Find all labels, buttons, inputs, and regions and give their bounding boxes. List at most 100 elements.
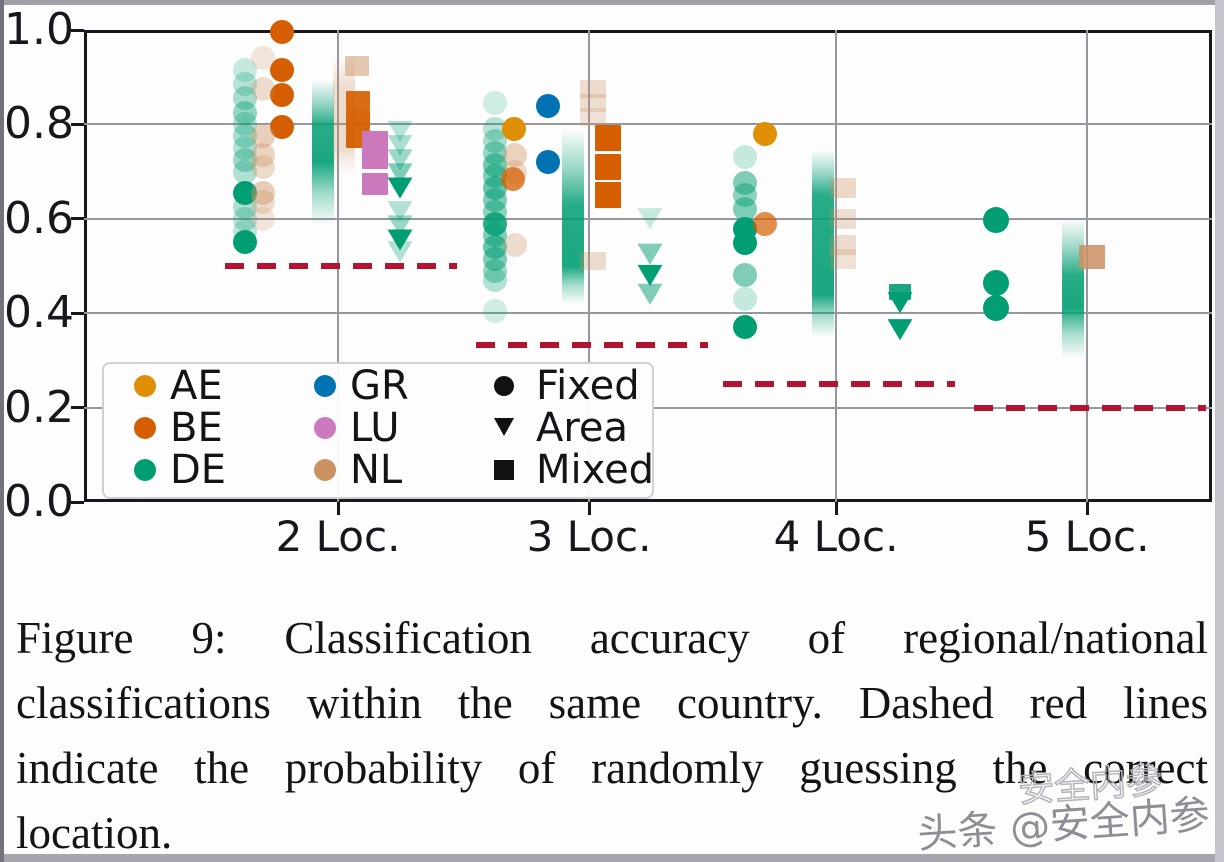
legend-marker-triangle-icon: [494, 418, 514, 436]
data-point-DE-fixed: [233, 100, 257, 125]
overplotted-band-DE: [1062, 218, 1084, 359]
data-point-DE-fixed: [483, 91, 507, 116]
caption-line: indicate the probability of randomly gue…: [16, 743, 1208, 793]
y-tick-mark: [71, 217, 84, 221]
data-point-NL-mixed: [345, 55, 369, 76]
x-tick-mark: [587, 502, 591, 515]
data-point-NL-fixed: [251, 206, 275, 231]
chance-line: [225, 263, 457, 269]
x-tick-mark: [834, 502, 838, 515]
data-point-NL-mixed: [830, 208, 856, 229]
data-point-DE-fixed: [733, 287, 757, 312]
data-point-NL-mixed: [1079, 244, 1105, 269]
scan-edge-bottom: [0, 854, 1224, 862]
data-point-BE-mixed: [595, 125, 621, 152]
y-tick-label: 0.8: [4, 98, 74, 150]
data-point-DE-fixed: [483, 268, 507, 293]
data-point-NL-mixed: [830, 178, 856, 199]
data-point-NL-fixed: [251, 180, 275, 205]
chance-line: [974, 404, 1206, 411]
data-point-AE-fixed: [753, 121, 777, 146]
data-point-GR-fixed: [536, 150, 560, 175]
data-point-DE-fixed: [483, 187, 507, 212]
data-point-BE-mixed: [346, 91, 370, 111]
y-gridline: [84, 217, 1212, 220]
legend-label-GR: GR: [350, 363, 409, 409]
overplotted-band-DE: [312, 79, 334, 226]
y-tick-label: 0.0: [4, 476, 74, 527]
data-point-DE-fixed: [233, 58, 257, 83]
legend-swatch-AE: [134, 375, 156, 397]
data-point-DE-fixed: [233, 159, 257, 184]
data-point-DE-fixed: [233, 136, 257, 160]
data-point-LU-mixed: [362, 130, 388, 169]
data-point-BE-fixed: [270, 20, 294, 45]
data-point-NL-fixed: [251, 143, 275, 168]
data-point-NL-mixed: [580, 108, 606, 127]
data-point-DE-fixed: [233, 112, 257, 137]
data-point-DE-fixed: [233, 195, 257, 219]
y-tick-label: 0.6: [4, 192, 74, 244]
legend-label-fixed: Fixed: [536, 363, 640, 409]
legend-swatch-DE: [134, 459, 156, 481]
data-point-NL-mixed: [580, 94, 606, 113]
y-tick-label: 1.0: [4, 4, 74, 55]
y-tick-mark: [71, 122, 84, 126]
caption-line: classifications within the same country.…: [16, 678, 1208, 728]
legend-swatch-GR: [314, 375, 336, 397]
legend-label-BE: BE: [170, 405, 223, 451]
data-point-NL-fixed: [251, 190, 275, 215]
watermark: 安全内参 头条 @安全内参: [916, 759, 1211, 858]
data-point-BE-fixed: [270, 58, 294, 83]
legend-label-NL: NL: [350, 447, 403, 493]
data-point-DE-fixed: [483, 258, 507, 283]
y-tick-mark: [71, 28, 84, 32]
x-gridline: [588, 30, 590, 502]
scan-edge-top: [0, 0, 1224, 5]
legend-swatch-NL: [314, 459, 336, 481]
x-tick-label: 2 Loc.: [275, 512, 401, 561]
y-tick-mark: [71, 500, 84, 504]
x-gridline: [835, 30, 837, 502]
data-point-DE-fixed: [233, 72, 257, 97]
y-tick-label: 0.2: [4, 381, 74, 433]
data-point-NL-fixed: [503, 232, 527, 257]
x-tick-label: 3 Loc.: [526, 512, 652, 561]
accuracy-scatter-chart: 1.0 0.8 0.6 0.4 0.2 0.0 2 Loc. 3 Loc. 4 Loc. 5 Lo…: [4, 4, 1212, 561]
data-point-DE-fixed: [733, 145, 757, 170]
data-point-DE-fixed: [233, 86, 257, 111]
data-point-BE-fixed: [501, 166, 525, 191]
legend-swatch-LU: [314, 417, 336, 439]
data-point-BE-mixed: [595, 182, 621, 209]
data-point-DE-fixed: [233, 180, 257, 205]
data-point-NL-mixed: [830, 234, 856, 255]
x-tick-mark: [336, 502, 340, 515]
data-point-LU-mixed: [362, 172, 388, 195]
legend-swatch-BE: [134, 417, 156, 439]
data-point-DE-fixed: [233, 229, 257, 254]
data-point-DE-fixed: [733, 263, 757, 288]
legend: AE BE DE GR LU NL Fixed Area Mixed: [102, 362, 654, 499]
legend-label-mixed: Mixed: [536, 447, 655, 493]
data-point-NL-fixed: [251, 77, 275, 101]
y-tick-mark: [71, 311, 84, 315]
data-point-DE-fixed: [233, 124, 257, 149]
data-point-DE-fixed: [733, 171, 757, 196]
watermark-text: 头条 @安全内参: [916, 791, 1212, 859]
x-tick-label: 5 Loc.: [1024, 512, 1150, 561]
data-point-NL-mixed: [580, 252, 606, 271]
legend-marker-circle-icon: [494, 376, 514, 396]
data-point-NL-fixed: [251, 124, 275, 149]
legend-label-LU: LU: [350, 405, 400, 451]
data-point-DE-fixed: [983, 295, 1009, 322]
data-point-BE-mixed: [595, 153, 621, 180]
data-point-DE-fixed: [983, 269, 1009, 296]
x-tick-mark: [1085, 502, 1089, 515]
caption-line: Figure 9: Classification accuracy of reg…: [16, 613, 1208, 663]
data-point-BE-fixed: [753, 211, 777, 236]
legend-label-AE: AE: [170, 363, 223, 409]
data-point-GR-fixed: [536, 93, 560, 118]
scan-edge-left: [0, 0, 4, 862]
data-point-NL-fixed: [251, 46, 275, 71]
data-point-DE-fixed: [733, 231, 757, 256]
